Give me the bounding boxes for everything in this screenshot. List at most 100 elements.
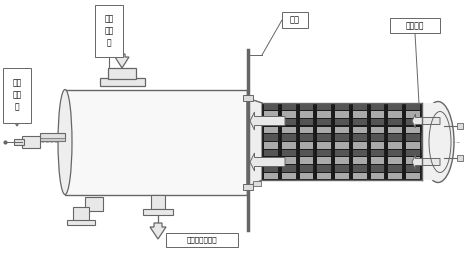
Bar bbox=[282, 173, 296, 179]
Bar bbox=[389, 134, 402, 141]
Bar bbox=[406, 134, 420, 141]
Bar bbox=[282, 127, 296, 133]
Bar bbox=[300, 103, 313, 110]
Bar bbox=[264, 134, 278, 141]
Bar bbox=[422, 103, 438, 180]
Bar bbox=[317, 127, 331, 133]
Bar bbox=[40, 138, 65, 141]
Bar bbox=[353, 111, 367, 118]
Bar bbox=[353, 165, 367, 172]
Bar bbox=[317, 165, 331, 172]
Bar bbox=[67, 220, 95, 225]
Bar bbox=[22, 136, 40, 148]
Bar bbox=[282, 150, 296, 156]
Bar bbox=[264, 142, 278, 148]
Bar bbox=[317, 119, 331, 125]
Bar bbox=[243, 184, 253, 190]
Bar bbox=[300, 165, 313, 172]
Bar bbox=[300, 119, 313, 125]
Bar bbox=[264, 103, 278, 110]
Ellipse shape bbox=[422, 101, 454, 183]
Bar bbox=[262, 103, 280, 180]
Bar bbox=[85, 197, 103, 211]
Bar bbox=[353, 173, 367, 179]
Bar bbox=[317, 111, 331, 118]
Bar bbox=[406, 119, 420, 125]
Text: 天然
气进
口: 天然 气进 口 bbox=[12, 79, 22, 111]
Polygon shape bbox=[247, 98, 262, 187]
Bar bbox=[264, 127, 278, 133]
Bar bbox=[353, 150, 367, 156]
Bar bbox=[151, 195, 165, 209]
Bar bbox=[389, 119, 402, 125]
Bar bbox=[264, 157, 278, 164]
Bar bbox=[351, 103, 369, 180]
Bar bbox=[386, 103, 404, 180]
Bar bbox=[282, 103, 296, 110]
Text: 炉墙: 炉墙 bbox=[290, 16, 300, 24]
Bar bbox=[389, 111, 402, 118]
Bar bbox=[406, 142, 420, 148]
Bar bbox=[282, 157, 296, 164]
Bar bbox=[166, 233, 238, 247]
Bar bbox=[282, 12, 308, 28]
Bar bbox=[317, 157, 331, 164]
Bar bbox=[353, 134, 367, 141]
Bar bbox=[389, 142, 402, 148]
Bar bbox=[353, 142, 367, 148]
Bar bbox=[317, 103, 331, 110]
Bar bbox=[371, 150, 384, 156]
Bar bbox=[300, 127, 313, 133]
Bar bbox=[335, 103, 349, 110]
Bar bbox=[264, 111, 278, 118]
Bar bbox=[95, 5, 123, 57]
Bar bbox=[353, 119, 367, 125]
Bar bbox=[14, 139, 24, 145]
Bar bbox=[282, 119, 296, 125]
Bar bbox=[389, 173, 402, 179]
Bar bbox=[353, 127, 367, 133]
Polygon shape bbox=[9, 108, 25, 126]
Bar bbox=[335, 142, 349, 148]
Bar bbox=[404, 103, 422, 180]
Bar bbox=[335, 165, 349, 172]
Bar bbox=[108, 68, 136, 79]
Bar bbox=[335, 134, 349, 141]
Bar bbox=[40, 133, 65, 141]
Bar bbox=[406, 111, 420, 118]
Bar bbox=[335, 111, 349, 118]
Bar bbox=[335, 157, 349, 164]
Bar bbox=[371, 157, 384, 164]
Bar bbox=[389, 165, 402, 172]
Bar bbox=[371, 127, 384, 133]
Bar bbox=[371, 119, 384, 125]
Bar bbox=[282, 142, 296, 148]
Bar bbox=[353, 103, 367, 110]
Bar bbox=[65, 90, 247, 195]
Bar bbox=[371, 165, 384, 172]
Polygon shape bbox=[412, 114, 440, 128]
Bar bbox=[300, 173, 313, 179]
Bar bbox=[406, 150, 420, 156]
Bar bbox=[317, 142, 331, 148]
Bar bbox=[315, 103, 333, 180]
Bar bbox=[371, 134, 384, 141]
Bar bbox=[280, 103, 298, 180]
Bar bbox=[300, 157, 313, 164]
Bar bbox=[390, 18, 440, 33]
Bar bbox=[371, 103, 384, 110]
Bar bbox=[73, 207, 89, 223]
Bar bbox=[335, 127, 349, 133]
Bar bbox=[264, 173, 278, 179]
Text: 冷空
气进
口: 冷空 气进 口 bbox=[104, 15, 114, 47]
Polygon shape bbox=[115, 54, 129, 68]
Bar bbox=[353, 157, 367, 164]
Bar bbox=[406, 127, 420, 133]
Text: 换热后烟气出口: 换热后烟气出口 bbox=[187, 237, 217, 243]
Bar bbox=[317, 134, 331, 141]
Bar bbox=[298, 103, 315, 180]
Bar bbox=[317, 150, 331, 156]
Bar bbox=[300, 150, 313, 156]
Bar bbox=[369, 103, 386, 180]
Polygon shape bbox=[412, 155, 440, 169]
